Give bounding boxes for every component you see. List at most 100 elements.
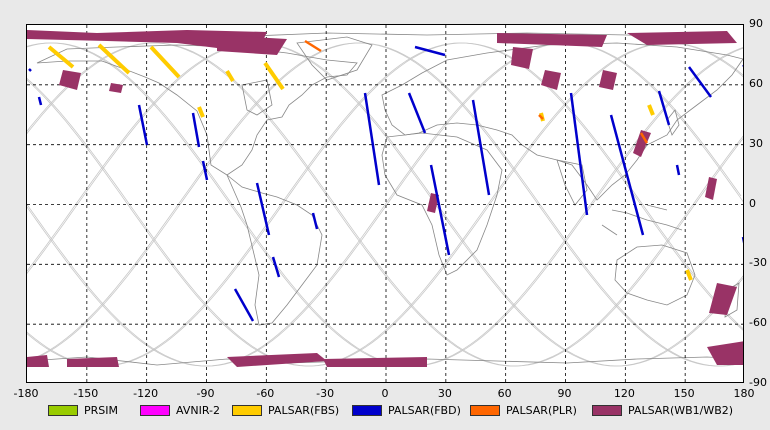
strip-swath (685, 269, 693, 281)
strip-swath (471, 99, 491, 196)
orbit-track (27, 42, 743, 367)
orbit-track (27, 42, 742, 367)
strip-swath (149, 45, 181, 79)
wb-swath (59, 70, 81, 90)
legend-swatch (470, 404, 500, 416)
strip-swath (201, 160, 209, 181)
orbit-track (27, 42, 743, 367)
wb-swath (633, 130, 651, 157)
coast-japan (666, 109, 680, 136)
strip-swath (538, 114, 544, 120)
x-tick-label: -120 (133, 387, 159, 400)
wb-swath (427, 193, 439, 213)
legend-swatch (140, 404, 170, 416)
map-panel[interactable] (26, 24, 744, 383)
legend-item: PALSAR(PLR) (470, 403, 577, 417)
strip-swath (233, 288, 255, 322)
y-tick-label: -60 (749, 316, 767, 330)
strip-swath (225, 69, 235, 83)
strip-swath (414, 45, 446, 57)
legend-swatch (48, 404, 78, 416)
legend-swatch (592, 404, 622, 416)
x-tick-label: 120 (613, 387, 635, 400)
legend-label: PRSIM (84, 403, 118, 417)
y-tick-label: -30 (749, 256, 767, 270)
strip-swath (197, 106, 205, 118)
legend-item: PRSIM (48, 403, 118, 417)
strip-swath (363, 92, 381, 186)
strip-swath (311, 212, 319, 230)
strip-swath (569, 92, 589, 216)
coast-australia (614, 244, 696, 306)
y-tick-label: 0 (749, 196, 756, 210)
strip-swath (191, 112, 201, 148)
wb-swath (27, 355, 49, 367)
orbit-track (27, 42, 743, 367)
strip-swath (687, 66, 713, 98)
legend-label: PALSAR(FBS) (268, 403, 340, 417)
wb-swath (323, 357, 427, 367)
observation-swaths (27, 30, 743, 367)
y-tick-label: 30 (749, 136, 763, 150)
y-tick-label: 60 (749, 76, 763, 90)
wb-swath (497, 33, 607, 47)
strip-swath (37, 96, 43, 106)
strip-swath (675, 164, 681, 176)
strip-swath (255, 182, 271, 236)
strip-swath (263, 61, 285, 91)
strip-swath (47, 45, 75, 69)
strip-swath (137, 104, 149, 146)
wb-swath (705, 177, 717, 200)
strip-swath (271, 256, 281, 278)
wb-swath (511, 47, 533, 69)
coast-africa (381, 132, 503, 276)
x-tick-label: -180 (13, 387, 39, 400)
y-tick-label: -90 (749, 376, 767, 389)
strip-swath (647, 104, 655, 116)
wb-swath (109, 83, 123, 93)
orbit-track (27, 42, 743, 367)
x-tick-label: 180 (733, 387, 755, 400)
legend-item: PALSAR(FBS) (232, 403, 339, 417)
strip-swath (97, 43, 131, 75)
wb-swath (217, 35, 287, 55)
strip-swath (28, 68, 32, 72)
world-map (27, 25, 743, 382)
legend-label: AVNIR-2 (176, 403, 220, 417)
coast-greenland (296, 36, 373, 81)
orbit-track (27, 42, 743, 367)
strip-swath (609, 114, 645, 236)
x-tick-label: 0 (381, 387, 389, 400)
strip-swath (741, 237, 743, 244)
legend-label: PALSAR(WB1/WB2) (628, 403, 734, 417)
legend-swatch (352, 404, 382, 416)
orbit-track (27, 42, 743, 367)
coast-south-america (226, 174, 323, 326)
strip-swath (429, 164, 451, 256)
orbit-track (27, 42, 743, 367)
orbit-track (27, 42, 743, 367)
wb-swath (227, 353, 327, 367)
x-tick-label: -150 (73, 387, 99, 400)
y-tick-label: 90 (749, 17, 763, 30)
x-tick-label: -90 (196, 387, 215, 400)
legend-item: AVNIR-2 (140, 403, 220, 417)
orbit-track (27, 42, 743, 367)
x-tick-label: 60 (497, 387, 512, 400)
wb-swath (67, 357, 119, 367)
legend-swatch (232, 404, 262, 416)
orbit-track (27, 42, 743, 367)
legend-label: PALSAR(FBD) (388, 403, 461, 417)
legend-item: PALSAR(FBD) (352, 403, 461, 417)
x-tick-label: 150 (673, 387, 695, 400)
strip-swath (407, 92, 427, 134)
wb-swath (707, 341, 743, 365)
x-tick-label: -30 (316, 387, 335, 400)
strip-swath (742, 65, 743, 67)
legend-item: PALSAR(WB1/WB2) (592, 403, 733, 417)
wb-swath (541, 70, 561, 90)
wb-swath (627, 31, 737, 45)
x-tick-label: 30 (437, 387, 452, 400)
x-tick-label: 90 (557, 387, 572, 400)
orbit-tracks (27, 42, 743, 367)
